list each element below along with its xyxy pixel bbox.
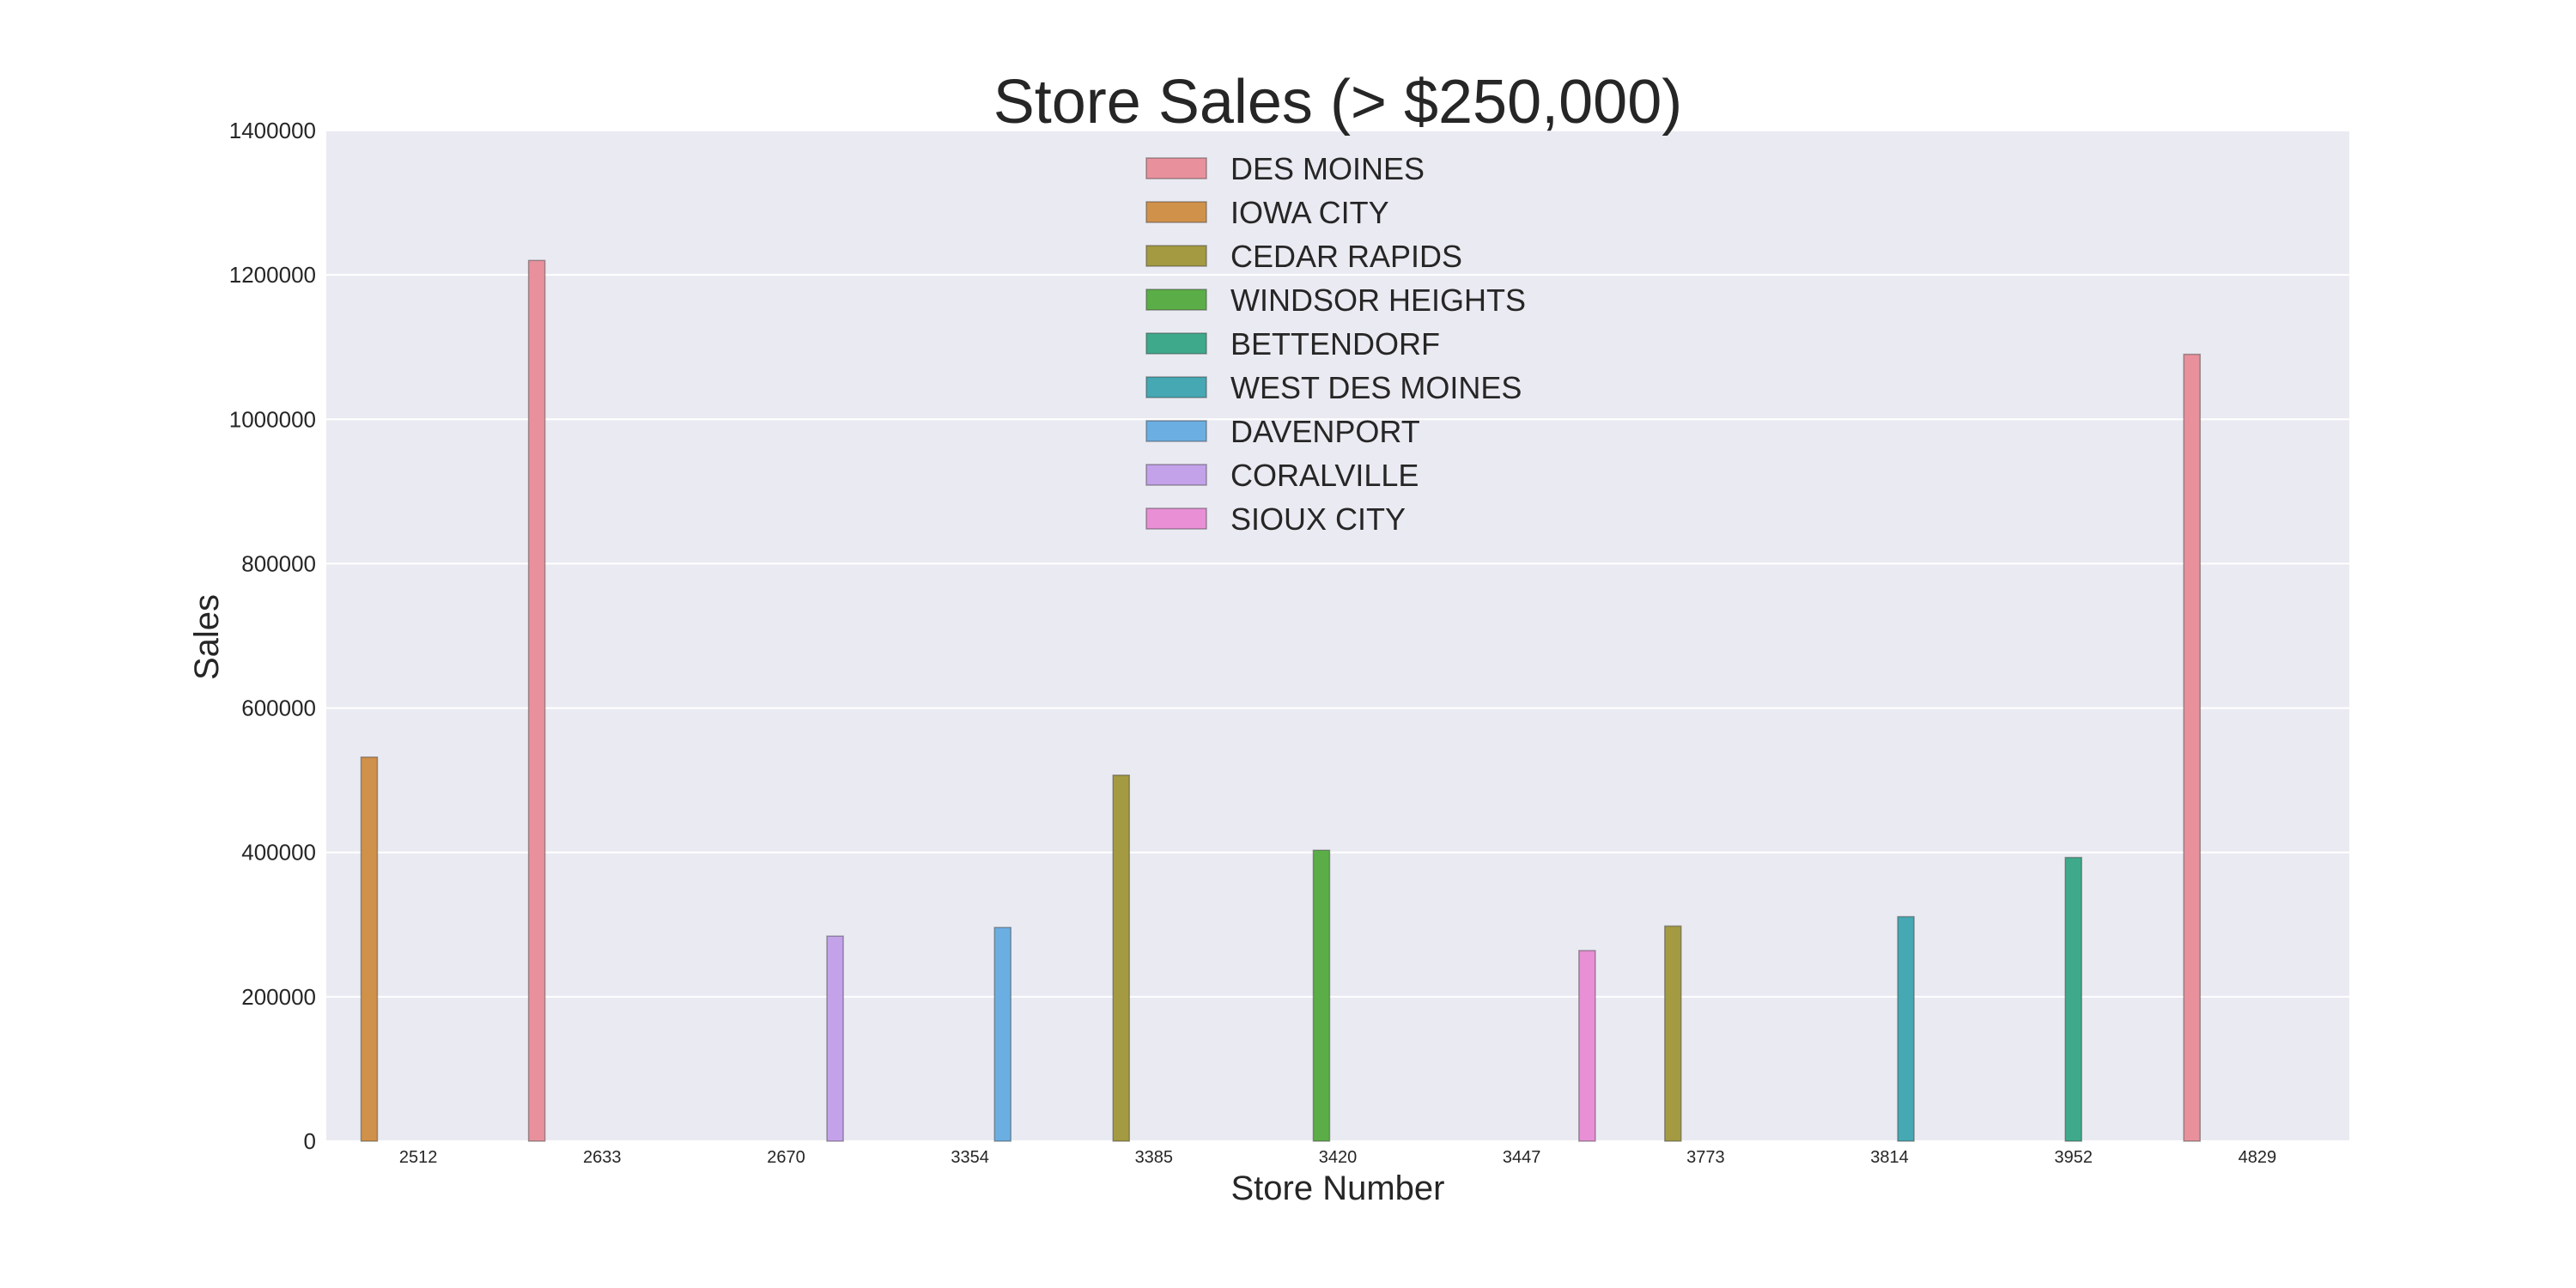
- legend-swatch: [1145, 289, 1207, 311]
- y-tick-label: 200000: [241, 984, 316, 1010]
- x-tick-label: 3447: [1503, 1148, 1541, 1167]
- gridlines: [326, 130, 2349, 1142]
- y-tick-label: 1000000: [229, 406, 316, 432]
- bar: [2064, 856, 2082, 1142]
- legend: DES MOINES IOWA CITY CEDAR RAPIDS WINDSOR H…: [1145, 151, 1526, 537]
- y-tick-label: 1400000: [229, 118, 316, 143]
- x-axis-label: Store Number: [1231, 1170, 1445, 1207]
- bar: [1578, 950, 1596, 1142]
- legend-entry: DES MOINES: [1230, 151, 1425, 186]
- x-tick-label: 2670: [767, 1148, 805, 1167]
- legend-entry: CORALVILLE: [1230, 458, 1419, 493]
- legend-entry: CEDAR RAPIDS: [1230, 239, 1462, 274]
- legend-entry: WINDSOR HEIGHTS: [1230, 283, 1526, 318]
- bar: [360, 756, 379, 1142]
- x-tick-label: 3773: [1686, 1148, 1725, 1167]
- y-axis-label: Sales: [188, 594, 226, 680]
- legend-swatch: [1145, 420, 1207, 442]
- legend-entry: SIOUX CITY: [1230, 501, 1406, 537]
- y-tick-label: 400000: [241, 840, 316, 866]
- legend-swatch: [1145, 464, 1207, 486]
- bar: [1112, 775, 1131, 1142]
- legend-swatch: [1145, 201, 1207, 223]
- legend-entry: WEST DES MOINES: [1230, 370, 1522, 405]
- x-axis-ticks: 2512 2633 2670 3354 3385 3420 3447 3773 3814 3952…: [399, 1148, 2276, 1167]
- legend-swatch: [1145, 157, 1207, 179]
- legend-swatch: [1145, 245, 1207, 267]
- legend-entry: BETTENDORF: [1230, 326, 1440, 361]
- legend-swatch: [1145, 507, 1207, 530]
- y-tick-label: 1200000: [229, 262, 316, 288]
- bars: [360, 259, 2202, 1142]
- legend-entry: IOWA CITY: [1230, 195, 1389, 230]
- bar: [1664, 925, 1682, 1142]
- bar: [2183, 353, 2202, 1142]
- legend-entry: DAVENPORT: [1230, 414, 1420, 449]
- x-tick-label: 3814: [1870, 1148, 1909, 1167]
- bar: [826, 935, 844, 1142]
- x-tick-label: 2633: [583, 1148, 622, 1167]
- bar: [527, 259, 546, 1142]
- x-tick-label: 4829: [2239, 1148, 2277, 1167]
- y-tick-label: 800000: [241, 550, 316, 576]
- x-tick-label: 3385: [1135, 1148, 1174, 1167]
- y-tick-label: 0: [304, 1128, 316, 1154]
- x-tick-label: 2512: [399, 1148, 438, 1167]
- legend-swatch: [1145, 376, 1207, 398]
- legend-swatch: [1145, 332, 1207, 355]
- bar: [993, 927, 1012, 1142]
- x-tick-label: 3354: [951, 1148, 989, 1167]
- x-tick-label: 3420: [1319, 1148, 1358, 1167]
- bar: [1897, 915, 1915, 1142]
- plot-area: [326, 131, 2349, 1141]
- y-tick-label: 600000: [241, 696, 316, 721]
- bar: [1312, 849, 1331, 1142]
- x-tick-label: 3952: [2054, 1148, 2093, 1167]
- y-axis-ticks: 0 200000 400000 600000 800000 1000000 1200000 1…: [229, 118, 316, 1154]
- chart-title: Store Sales (> $250,000): [993, 68, 1683, 137]
